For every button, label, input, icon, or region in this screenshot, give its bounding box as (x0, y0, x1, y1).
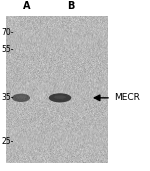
Text: B: B (67, 1, 74, 11)
Ellipse shape (12, 94, 30, 102)
Text: 25-: 25- (2, 137, 14, 146)
Text: MECR: MECR (114, 93, 140, 102)
Ellipse shape (54, 95, 66, 99)
Text: A: A (23, 1, 31, 11)
Ellipse shape (16, 96, 26, 99)
Text: 70-: 70- (2, 29, 14, 37)
Ellipse shape (49, 93, 71, 102)
Text: 55-: 55- (2, 45, 14, 54)
FancyBboxPatch shape (6, 16, 108, 163)
Text: 35-: 35- (2, 93, 14, 102)
